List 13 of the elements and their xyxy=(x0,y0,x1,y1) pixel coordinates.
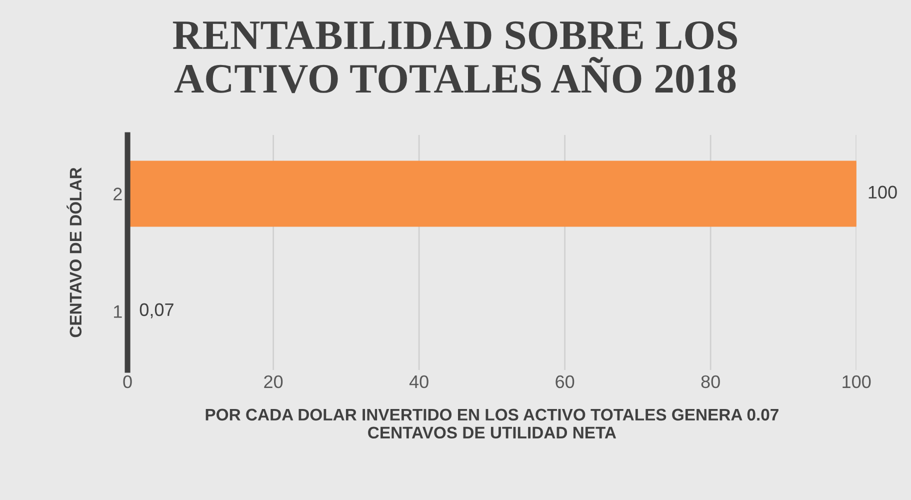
data-label: 0,07 xyxy=(140,303,174,318)
x-tick-label: 60 xyxy=(556,375,574,388)
data-label: 100 xyxy=(868,186,897,199)
y-tick-label: 1 xyxy=(114,305,122,318)
x-tick-label: 100 xyxy=(842,375,871,388)
y-axis-title: CENTAVO DE DÓLAR xyxy=(66,167,82,338)
y-tick-label: 2 xyxy=(114,188,122,200)
x-tick-label: 80 xyxy=(701,375,720,388)
x-tick-label: 20 xyxy=(264,375,283,388)
chart-title: RENTABILIDAD SOBRE LOS ACTIVO TOTALES AÑO 2018 xyxy=(172,21,737,94)
x-tick-label: 40 xyxy=(409,375,428,388)
x-tick-label: 0 xyxy=(123,375,132,388)
x-axis-title: POR CADA DOLAR INVERTIDO EN LOS ACTIVO TOTALES GENERA 0.07 CENTAVOS DE UTILIDAD NETA xyxy=(206,408,778,439)
